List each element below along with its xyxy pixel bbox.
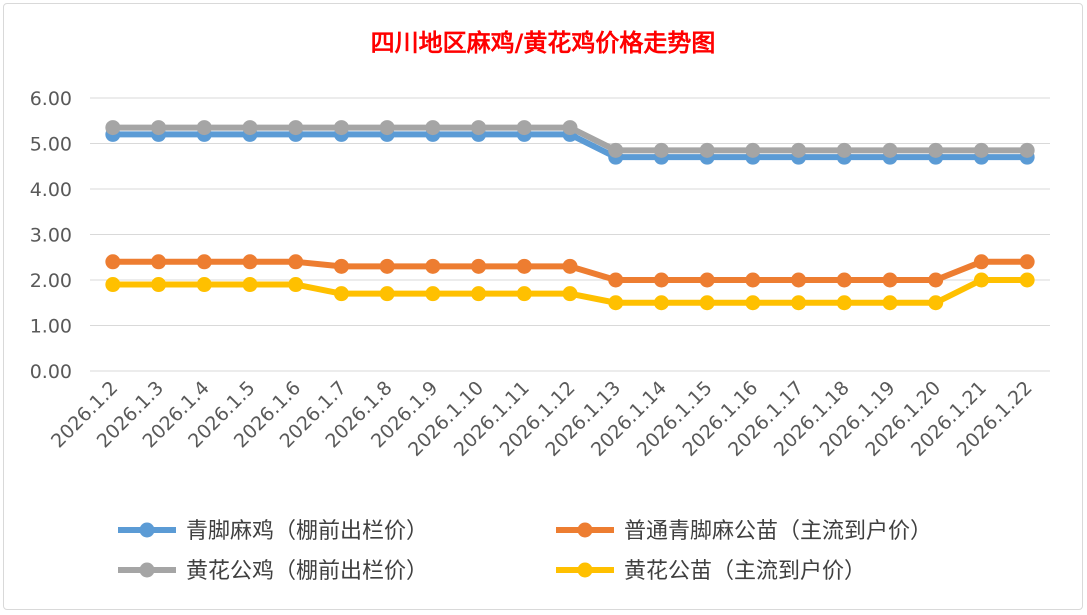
data-point [379, 258, 395, 274]
data-point [562, 286, 578, 302]
data-point [333, 120, 349, 136]
legend-label: 青脚麻鸡（棚前出栏价） [186, 519, 428, 544]
legend-label: 普通青脚麻公苗（主流到户价） [624, 519, 932, 544]
data-point [562, 258, 578, 274]
data-point [882, 142, 898, 158]
data-point [836, 272, 852, 288]
legend-item: 黄花公鸡（棚前出栏价） [118, 559, 428, 584]
data-point [151, 277, 167, 293]
data-point [105, 254, 121, 270]
series-2 [105, 120, 1035, 158]
data-point [196, 277, 212, 293]
data-point [699, 142, 715, 158]
data-point [562, 120, 578, 136]
data-point [791, 295, 807, 311]
data-point [471, 120, 487, 136]
data-point [608, 272, 624, 288]
y-tick-label: 2.00 [30, 270, 72, 292]
data-point [425, 286, 441, 302]
data-point [242, 277, 258, 293]
legend-marker [139, 522, 155, 538]
data-point [196, 120, 212, 136]
legend-label: 黄花公鸡（棚前出栏价） [186, 559, 428, 584]
data-point [242, 254, 258, 270]
data-point [288, 254, 304, 270]
data-point [836, 295, 852, 311]
data-point [836, 142, 852, 158]
data-point [151, 254, 167, 270]
data-point [105, 277, 121, 293]
data-point [105, 120, 121, 136]
data-point [425, 120, 441, 136]
data-point [791, 272, 807, 288]
legend-item: 黄花公苗（主流到户价） [556, 559, 866, 584]
data-point [653, 142, 669, 158]
data-point [608, 142, 624, 158]
data-point [653, 295, 669, 311]
data-point [973, 142, 989, 158]
data-point [699, 295, 715, 311]
legend-item: 普通青脚麻公苗（主流到户价） [556, 519, 932, 544]
data-point [1019, 254, 1035, 270]
legend-marker [139, 562, 155, 578]
data-point [516, 286, 532, 302]
data-point [288, 120, 304, 136]
data-point [1019, 142, 1035, 158]
data-point [1019, 272, 1035, 288]
data-point [973, 254, 989, 270]
data-point [928, 272, 944, 288]
y-tick-label: 5.00 [30, 134, 72, 156]
data-point [608, 295, 624, 311]
y-tick-label: 0.00 [30, 361, 72, 383]
data-point [333, 258, 349, 274]
data-point [516, 120, 532, 136]
data-point [288, 277, 304, 293]
data-point [516, 258, 532, 274]
y-tick-label: 3.00 [30, 225, 72, 247]
data-point [653, 272, 669, 288]
series-1 [105, 254, 1035, 288]
data-point [379, 120, 395, 136]
data-point [471, 258, 487, 274]
data-point [745, 272, 761, 288]
data-point [333, 286, 349, 302]
data-point [425, 258, 441, 274]
data-point [928, 295, 944, 311]
legend-marker [577, 522, 593, 538]
y-tick-label: 6.00 [30, 88, 72, 110]
data-point [882, 272, 898, 288]
data-point [791, 142, 807, 158]
legend-item: 青脚麻鸡（棚前出栏价） [118, 519, 428, 544]
y-tick-label: 4.00 [30, 179, 72, 201]
data-point [973, 272, 989, 288]
data-point [379, 286, 395, 302]
data-point [471, 286, 487, 302]
chart-frame [3, 3, 1083, 610]
chart-title: 四川地区麻鸡/黄花鸡价格走势图 [371, 29, 716, 57]
data-point [151, 120, 167, 136]
data-point [745, 295, 761, 311]
legend-marker [577, 562, 593, 578]
data-point [196, 254, 212, 270]
series-3 [105, 272, 1035, 311]
y-tick-label: 1.00 [30, 316, 72, 338]
data-point [242, 120, 258, 136]
data-point [699, 272, 715, 288]
data-point [928, 142, 944, 158]
data-point [882, 295, 898, 311]
legend-label: 黄花公苗（主流到户价） [624, 559, 866, 584]
data-point [745, 142, 761, 158]
